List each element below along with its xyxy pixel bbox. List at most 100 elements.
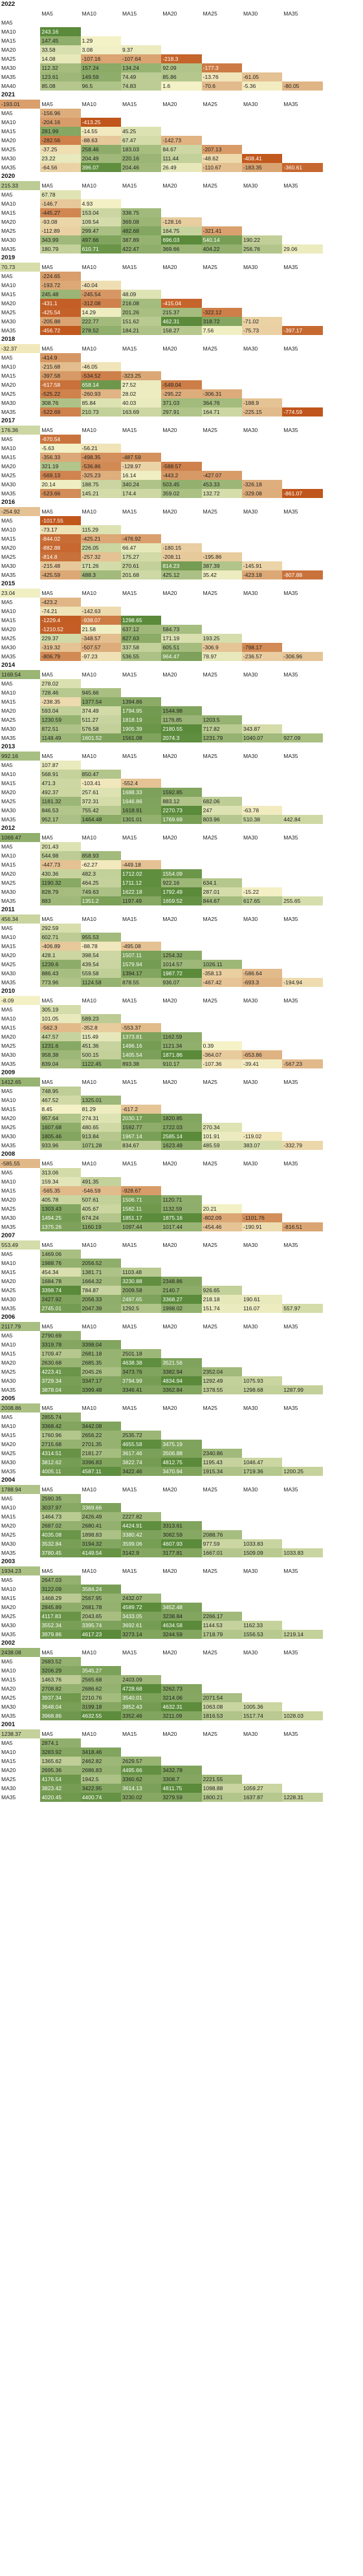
- heatmap-cell: [81, 1412, 121, 1422]
- heatmap-cell: [121, 1005, 161, 1014]
- heatmap-cell: [282, 1114, 322, 1123]
- column-header: MA30: [243, 1405, 258, 1411]
- row-label: MA5: [1, 517, 13, 524]
- heatmap-cell: -321.41: [201, 226, 242, 235]
- data-row: MA20 2708.82 2686.62 4728.68 3262.73: [0, 1684, 363, 1693]
- column-header: MA5: [41, 1486, 53, 1493]
- heatmap-cell: -64.56: [40, 163, 81, 172]
- data-row: MA30 3532.84 3194.32 3599.06 4607.93 977.59 10…: [0, 1539, 363, 1548]
- heatmap-cell: [282, 1585, 322, 1594]
- heatmap-cell: -257.32: [80, 552, 121, 561]
- data-row: MA25 1607.68 480.65 1592.77 1722.03 270.34: [0, 1123, 363, 1132]
- heatmap-cell: 844.67: [201, 896, 242, 905]
- column-header: MA15: [122, 753, 137, 759]
- data-row: MA15 1464.73 2426.49 2227.82: [0, 1512, 363, 1521]
- heatmap-cell: 35.42: [201, 570, 242, 579]
- heatmap-cell: -183.35: [241, 163, 283, 172]
- heatmap-cell: [282, 1738, 322, 1748]
- heatmap-cell: 1544.98: [161, 706, 202, 715]
- heatmap-cell: [242, 1422, 282, 1431]
- column-header: MA25: [203, 1242, 217, 1248]
- heatmap-cell: 827.63: [120, 634, 162, 643]
- data-row: MA10 544.98 858.93: [0, 851, 363, 860]
- column-header: MA5: [41, 508, 53, 515]
- heatmap-cell: [242, 1177, 282, 1186]
- heatmap-cell: [242, 1114, 282, 1123]
- heatmap-cell: [282, 697, 322, 706]
- heatmap-cell: -306.9: [201, 643, 242, 652]
- data-row: MA30 3552.34 3395.74 3692.61 4634.58 1144.53 1…: [0, 1621, 363, 1630]
- heatmap-cell: 500.15: [80, 1050, 121, 1059]
- heatmap-cell: 2088.76: [201, 1530, 242, 1539]
- heatmap-cell: 151.74: [201, 1304, 242, 1313]
- heatmap-cell: 158.27: [161, 326, 202, 335]
- column-header: MA25: [203, 834, 217, 841]
- column-header: MA30: [243, 345, 258, 352]
- heatmap-cell: 66.47: [120, 543, 162, 552]
- heatmap-cell: 1601.52: [80, 733, 121, 742]
- heatmap-cell: [202, 1422, 242, 1431]
- column-header: MA10: [82, 753, 96, 759]
- heatmap-cell: 1667.01: [201, 1548, 242, 1557]
- heatmap-cell: [282, 471, 322, 480]
- heatmap-cell: [202, 1748, 242, 1757]
- data-row: MA25 1190.32 464.25 1711.12 922.16 634.1: [0, 878, 363, 887]
- heatmap-cell: -205.88: [40, 317, 81, 326]
- heatmap-cell: [202, 36, 242, 45]
- heatmap-cell: -295.22: [161, 389, 202, 398]
- data-row: MA20 430.36 482.3 1712.02 1554.09: [0, 869, 363, 878]
- heatmap-cell: [202, 290, 242, 299]
- heatmap-cell: [161, 272, 201, 281]
- heatmap-cell: 4020.45: [40, 1793, 81, 1802]
- heatmap-cell: [202, 1657, 242, 1666]
- heatmap-cell: -245.54: [80, 290, 121, 299]
- heatmap-cell: 1190.32: [40, 878, 81, 887]
- row-label: MA25: [1, 635, 16, 642]
- heatmap-cell: [282, 272, 322, 281]
- heatmap-cell: [161, 371, 201, 380]
- row-label: MA25: [1, 1206, 16, 1212]
- heatmap-cell: [242, 634, 282, 643]
- column-header: MA10: [82, 427, 96, 433]
- heatmap-cell: [121, 1666, 161, 1675]
- heatmap-cell: 507.61: [80, 1195, 121, 1204]
- heatmap-cell: 593.04: [40, 706, 81, 715]
- heatmap-cell: 2426.49: [80, 1512, 121, 1521]
- heatmap-cell: 3979.86: [40, 1630, 81, 1639]
- heatmap-cell: [121, 761, 161, 770]
- heatmap-cell: -487.59: [120, 453, 162, 462]
- heatmap-cell: [202, 1186, 242, 1195]
- heatmap-cell: [202, 127, 242, 136]
- heatmap-cell: 2047.39: [80, 1304, 121, 1313]
- row-label: MA5: [1, 1740, 13, 1746]
- data-row: MA5 2874.1: [0, 1738, 363, 1748]
- heatmap-cell: [282, 1684, 322, 1693]
- heatmap-cell: [121, 1575, 161, 1585]
- heatmap-cell: 21.58: [80, 625, 121, 634]
- heatmap-cell: [81, 435, 121, 444]
- data-row: MA25 -525.22 -260.93 28.02 -295.22 -306.31: [0, 389, 363, 398]
- data-row: MA25 4314.51 2181.27 3617.46 3506.88 2340.86: [0, 1449, 363, 1458]
- data-row: MA5 -414.9: [0, 353, 363, 362]
- heatmap-cell: [202, 136, 242, 145]
- heatmap-cell: [242, 1123, 282, 1132]
- heatmap-cell: 883: [40, 896, 81, 905]
- row-label: MA30: [1, 563, 16, 569]
- heatmap-cell: [81, 353, 121, 362]
- heatmap-cell: 115.49: [80, 1032, 121, 1041]
- heatmap-cell: -882.88: [40, 543, 81, 552]
- heatmap-cell: [242, 54, 282, 63]
- data-row: MA30 -205.88 222.77 151.62 462.31 318.72 -71.0…: [0, 317, 363, 326]
- data-row: MA20 447.57 115.49 1373.81 1162.59: [0, 1032, 363, 1041]
- row-label: MA35: [1, 1550, 16, 1556]
- heatmap-cell: 428.1: [40, 951, 81, 960]
- heatmap-cell: [242, 1494, 282, 1503]
- data-row: MA5 278.02: [0, 679, 363, 688]
- heatmap-cell: 396.07: [80, 163, 121, 172]
- heatmap-cell: 281.99: [40, 127, 81, 136]
- data-row: MA15 -562.3 -352.8 -553.37: [0, 1023, 363, 1032]
- data-row: MA35 3878.04 3399.48 3346.41 3362.84 1378.55 1…: [0, 1385, 363, 1394]
- row-label: MA10: [1, 1015, 16, 1022]
- heatmap-cell: -218.3: [161, 54, 202, 63]
- heatmap-cell: [202, 625, 242, 634]
